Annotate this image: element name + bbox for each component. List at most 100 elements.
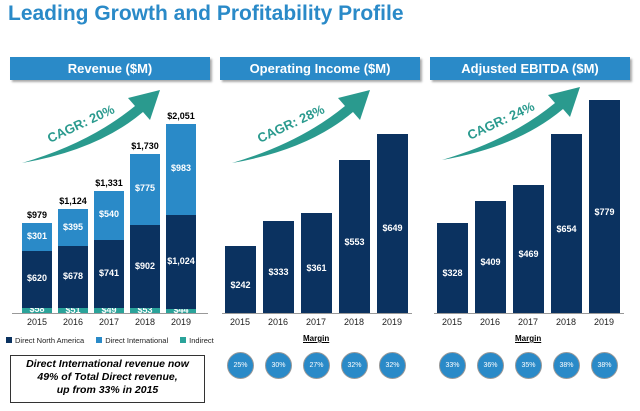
year-label: 2019 <box>381 317 403 327</box>
total-label: $979 <box>26 209 48 220</box>
bar-direct-international <box>130 153 160 226</box>
data-label: $242 <box>230 279 251 290</box>
margin-badge: 32% <box>379 352 406 379</box>
cagr-text: CAGR: 24% <box>465 98 537 142</box>
data-label: $469 <box>518 248 539 259</box>
page-title: Leading Growth and Profitability Profile <box>8 2 404 25</box>
data-label: $654 <box>556 223 577 234</box>
data-label: $775 <box>134 183 156 194</box>
cagr-revenue: CAGR: 20% <box>22 90 160 163</box>
bar-indirect <box>166 308 196 313</box>
legend-item-dna: Direct North America <box>6 336 84 345</box>
year-label: 2017 <box>517 317 539 327</box>
margin-label-oi: Margin <box>303 334 330 343</box>
bar-direct-north-america <box>22 250 52 308</box>
cagr-text: CAGR: 28% <box>255 101 327 145</box>
data-label: $902 <box>134 260 156 271</box>
note-line: up from 33% in 2015 <box>56 384 159 396</box>
bar <box>225 246 256 313</box>
margin-badge: 30% <box>265 352 292 379</box>
bar <box>377 133 408 313</box>
data-label: $540 <box>98 209 120 220</box>
year-label: 2015 <box>441 317 463 327</box>
bar <box>589 100 620 313</box>
cagr-text: CAGR: 20% <box>45 101 117 145</box>
legend-label: Indirect <box>189 336 214 345</box>
data-label: $620 <box>26 273 48 284</box>
bar-direct-north-america <box>58 245 88 309</box>
data-label: $301 <box>26 230 48 241</box>
ebitda-header: Adjusted EBITDA ($M) <box>430 57 630 80</box>
bar-indirect <box>130 308 160 313</box>
year-label: 2016 <box>267 317 289 327</box>
revenue-header: Revenue ($M) <box>10 57 210 80</box>
data-label: $58 <box>29 304 45 315</box>
year-label: 2019 <box>170 317 192 327</box>
data-label: $333 <box>268 267 289 278</box>
bar-direct-international <box>22 222 52 251</box>
bar <box>301 213 332 313</box>
legend-item-dint: Direct International <box>96 336 168 345</box>
year-label: 2016 <box>479 317 501 327</box>
margin-badge: 38% <box>553 352 580 379</box>
margin-badge: 32% <box>341 352 368 379</box>
data-label: $53 <box>137 304 153 315</box>
axis-line <box>434 313 624 314</box>
note-line: Direct International revenue now <box>26 358 189 370</box>
margin-badge: 35% <box>515 352 542 379</box>
bar-direct-international <box>94 190 124 241</box>
bar <box>263 221 294 313</box>
total-label: $1,331 <box>95 177 123 188</box>
legend-label: Direct International <box>105 336 169 345</box>
year-label: 2019 <box>593 317 615 327</box>
margin-badge: 33% <box>439 352 466 379</box>
cagr-1: CAGR: 28% <box>232 90 370 163</box>
data-label: $51 <box>65 304 81 315</box>
total-label: $2,051 <box>167 111 195 122</box>
bar-indirect <box>58 308 88 313</box>
margin-badge: 25% <box>227 352 254 379</box>
data-label: $741 <box>98 268 120 279</box>
revenue-legend: Direct North America Direct Internationa… <box>6 336 214 345</box>
total-label: $1,124 <box>59 196 87 207</box>
margin-badge: 36% <box>477 352 504 379</box>
data-label: $553 <box>344 236 365 247</box>
year-label: 2015 <box>229 317 251 327</box>
data-label: $49 <box>101 304 117 315</box>
bar <box>475 201 506 313</box>
operating-income-header: Operating Income ($M) <box>220 57 420 80</box>
axis-line <box>222 313 412 314</box>
year-label: 2017 <box>98 317 120 327</box>
note-box: Direct International revenue now 49% of … <box>10 355 205 403</box>
year-label: 2016 <box>62 317 84 327</box>
year-label: 2018 <box>134 317 156 327</box>
data-label: $779 <box>594 206 615 217</box>
margin-label-ebitda: Margin <box>515 334 542 343</box>
bar <box>551 134 582 313</box>
bar <box>437 223 468 313</box>
margin-badge: 27% <box>303 352 330 379</box>
year-label: 2015 <box>26 317 48 327</box>
data-label: $983 <box>170 163 192 174</box>
bar-indirect <box>22 307 52 313</box>
data-label: $678 <box>62 271 84 282</box>
data-label: $409 <box>480 257 501 268</box>
bar-direct-international <box>58 209 88 246</box>
cagr-arrow-icon <box>22 90 160 163</box>
data-label: $649 <box>382 223 403 234</box>
legend-label: Direct North America <box>15 336 85 345</box>
note-line: 49% of Total Direct revenue, <box>37 371 178 383</box>
bar-direct-north-america <box>166 214 196 309</box>
bar-direct-north-america <box>94 240 124 309</box>
bar <box>513 184 544 313</box>
year-label: 2018 <box>555 317 577 327</box>
data-label: $328 <box>442 268 463 279</box>
data-label: $361 <box>306 263 327 274</box>
legend-item-indirect: Indirect <box>180 336 214 345</box>
bar-direct-north-america <box>130 225 160 309</box>
axis-line <box>12 313 208 314</box>
cagr-arrow-icon <box>232 90 370 163</box>
year-label: 2018 <box>343 317 365 327</box>
cagr-arrow-icon <box>442 87 580 160</box>
margin-badge: 38% <box>591 352 618 379</box>
